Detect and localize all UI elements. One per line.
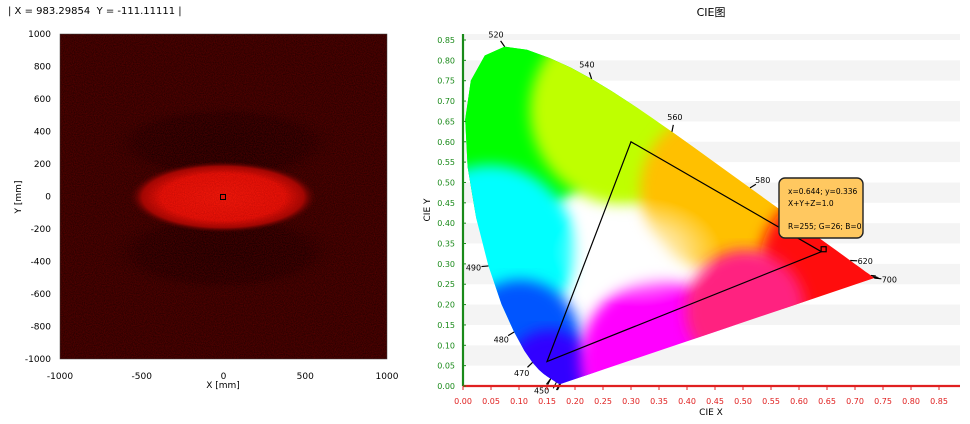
heatmap-y-tick-label: 0 [45, 193, 51, 203]
tooltip-line-xy: x=0.644; y=0.336 [788, 187, 858, 196]
cie-wavelength-tick [507, 331, 515, 337]
cie-wavelength-minor-tick [870, 274, 876, 277]
heatmap-x-tick-label: 1000 [376, 372, 399, 382]
heatmap-y-tick-label: 400 [34, 128, 51, 138]
heatmap-y-tick-label: -600 [31, 290, 52, 300]
heatmap-y-tick-label: 800 [34, 63, 51, 73]
cie-y-tick-label: 0.25 [437, 280, 455, 289]
cie-x-tick-label: 0.40 [678, 397, 696, 406]
cie-x-tick-label: 0.80 [902, 397, 920, 406]
cie-y-tick-label: 0.70 [437, 97, 455, 106]
cie-wavelength-tick [588, 72, 593, 80]
cie-x-tick-label: 0.60 [790, 397, 808, 406]
cie-y-tick-label: 0.15 [437, 321, 455, 330]
cie-y-tick-label: 0.30 [437, 260, 455, 269]
cie-wavelength-label: 490 [466, 263, 481, 272]
cie-wavelength-minor-tick [872, 276, 878, 278]
cie-y-tick-label: 0.55 [437, 158, 455, 167]
cie-x-tick-label: 0.65 [818, 397, 836, 406]
heatmap-x-axis-label: X [mm] [206, 381, 240, 391]
heatmap-y-tick-label: -800 [31, 323, 52, 333]
cie-y-tick-label: 0.50 [437, 178, 455, 187]
cie-x-axis-label: CIE X [699, 408, 723, 418]
heatmap-center-marker[interactable] [220, 194, 226, 200]
heatmap-y-tick-label: -400 [31, 258, 52, 268]
cie-x-tick-label: 0.45 [706, 397, 724, 406]
cie-wavelength-label: 480 [494, 336, 509, 345]
heatmap-y-tick-label: 600 [34, 95, 51, 105]
cie-x-tick-label: 0.55 [762, 397, 780, 406]
cie-x-tick-label: 0.30 [622, 397, 640, 406]
heatmap-x-tick-label: 500 [297, 372, 314, 382]
heatmap-y-tick-label: -1000 [25, 355, 51, 365]
cie-wavelength-label: 620 [858, 257, 873, 266]
cie-title: CIE图 [697, 6, 726, 19]
cie-y-tick-label: 0.60 [437, 138, 455, 147]
cie-wavelength-label: 470 [514, 369, 529, 378]
cie-y-tick-label: 0.45 [437, 199, 455, 208]
cie-wavelength-label: 560 [667, 113, 682, 122]
cie-y-tick-label: 0.65 [437, 117, 455, 126]
cie-x-tick-label: 0.75 [874, 397, 892, 406]
cie-x-tick-label: 0.50 [734, 397, 752, 406]
cie-y-tick-label: 0.75 [437, 77, 455, 86]
cie-wavelength-label: 540 [579, 61, 594, 70]
cie-y-tick-label: 0.80 [437, 56, 455, 65]
cie-y-tick-label: 0.00 [437, 382, 455, 391]
heatmap-y-tick-label: 200 [34, 160, 51, 170]
heatmap-y-axis: 1000 800 600 400 200 0 -200 -400 -600 -800 -1000 [25, 30, 51, 365]
cie-x-axis: 0.00 0.05 0.10 0.15 0.20 0.25 0.30 0.35 0.40 0.45… [454, 386, 948, 406]
cie-tooltip: x=0.644; y=0.336 X+Y+Z=1.0 R=255; G=26; … [778, 177, 864, 239]
cie-selected-point-marker[interactable] [820, 246, 827, 253]
cie-wavelength-label: 700 [882, 276, 897, 285]
heatmap-noise [60, 34, 387, 359]
cie-x-tick-label: 0.05 [482, 397, 500, 406]
cie-wavelength-tick [527, 362, 533, 368]
heatmap-y-axis-label: Y [mm] [14, 181, 24, 215]
cie-wavelength-tick [481, 265, 489, 268]
heatmap-y-tick-label: -200 [31, 225, 52, 235]
cie-x-tick-label: 0.20 [566, 397, 584, 406]
cie-y-tick-label: 0.35 [437, 240, 455, 249]
heatmap-y-tick-label: 1000 [28, 30, 51, 40]
tooltip-line-sum: X+Y+Z=1.0 [788, 199, 834, 208]
cie-wavelength-minor-tick [874, 277, 880, 280]
cie-wavelength-marks: 450 470 480 490 520 540 560 580 620 700 [466, 30, 897, 395]
cie-plot: CIE图 450 470 480 490 520 540 560 580 620 700 0.85… [423, 6, 960, 418]
cie-wavelength-tick [749, 183, 757, 189]
cie-x-tick-label: 0.10 [510, 397, 528, 406]
heatmap-x-axis: -1000 -500 0 500 1000 [47, 372, 399, 382]
cie-wavelength-minor-tick [547, 378, 552, 386]
cie-x-tick-label: 0.25 [594, 397, 612, 406]
cie-wavelength-label: 520 [488, 30, 503, 39]
cie-x-tick-label: 0.70 [846, 397, 864, 406]
cie-wavelength-tick [500, 40, 506, 47]
cie-x-tick-label: 0.00 [454, 397, 472, 406]
heatmap-x-tick-label: -500 [132, 372, 153, 382]
heatmap-x-tick-label: 0 [221, 372, 227, 382]
heatmap-plot: 1000 800 600 400 200 0 -200 -400 -600 -800 -1000 -… [14, 30, 399, 391]
heatmap-x-tick-label: -1000 [47, 372, 73, 382]
cie-wavelength-tick [671, 124, 674, 132]
cie-y-axis: 0.85 0.80 0.75 0.70 0.65 0.60 0.55 0.50 0.45 0.40… [437, 36, 466, 391]
cie-y-tick-label: 0.85 [437, 36, 455, 45]
cie-y-tick-label: 0.40 [437, 219, 455, 228]
cie-grid-band [463, 60, 960, 81]
coordinate-readout: | X = 983.29854 Y = -111.11111 | [8, 6, 182, 17]
cie-wavelength-label: 580 [755, 176, 770, 185]
tooltip-line-rgb: R=255; G=26; B=0 [788, 222, 862, 231]
cie-x-tick-label: 0.85 [930, 397, 948, 406]
cie-y-tick-label: 0.20 [437, 301, 455, 310]
cie-y-tick-label: 0.05 [437, 362, 455, 371]
cie-wavelength-label: 450 [534, 387, 549, 396]
cie-y-axis-label: CIE Y [423, 198, 433, 221]
cie-y-tick-label: 0.10 [437, 341, 455, 350]
cie-grid-band [463, 34, 960, 40]
cie-gamut-triangle [545, 140, 823, 363]
cie-x-tick-label: 0.15 [538, 397, 556, 406]
cie-x-tick-label: 0.35 [650, 397, 668, 406]
